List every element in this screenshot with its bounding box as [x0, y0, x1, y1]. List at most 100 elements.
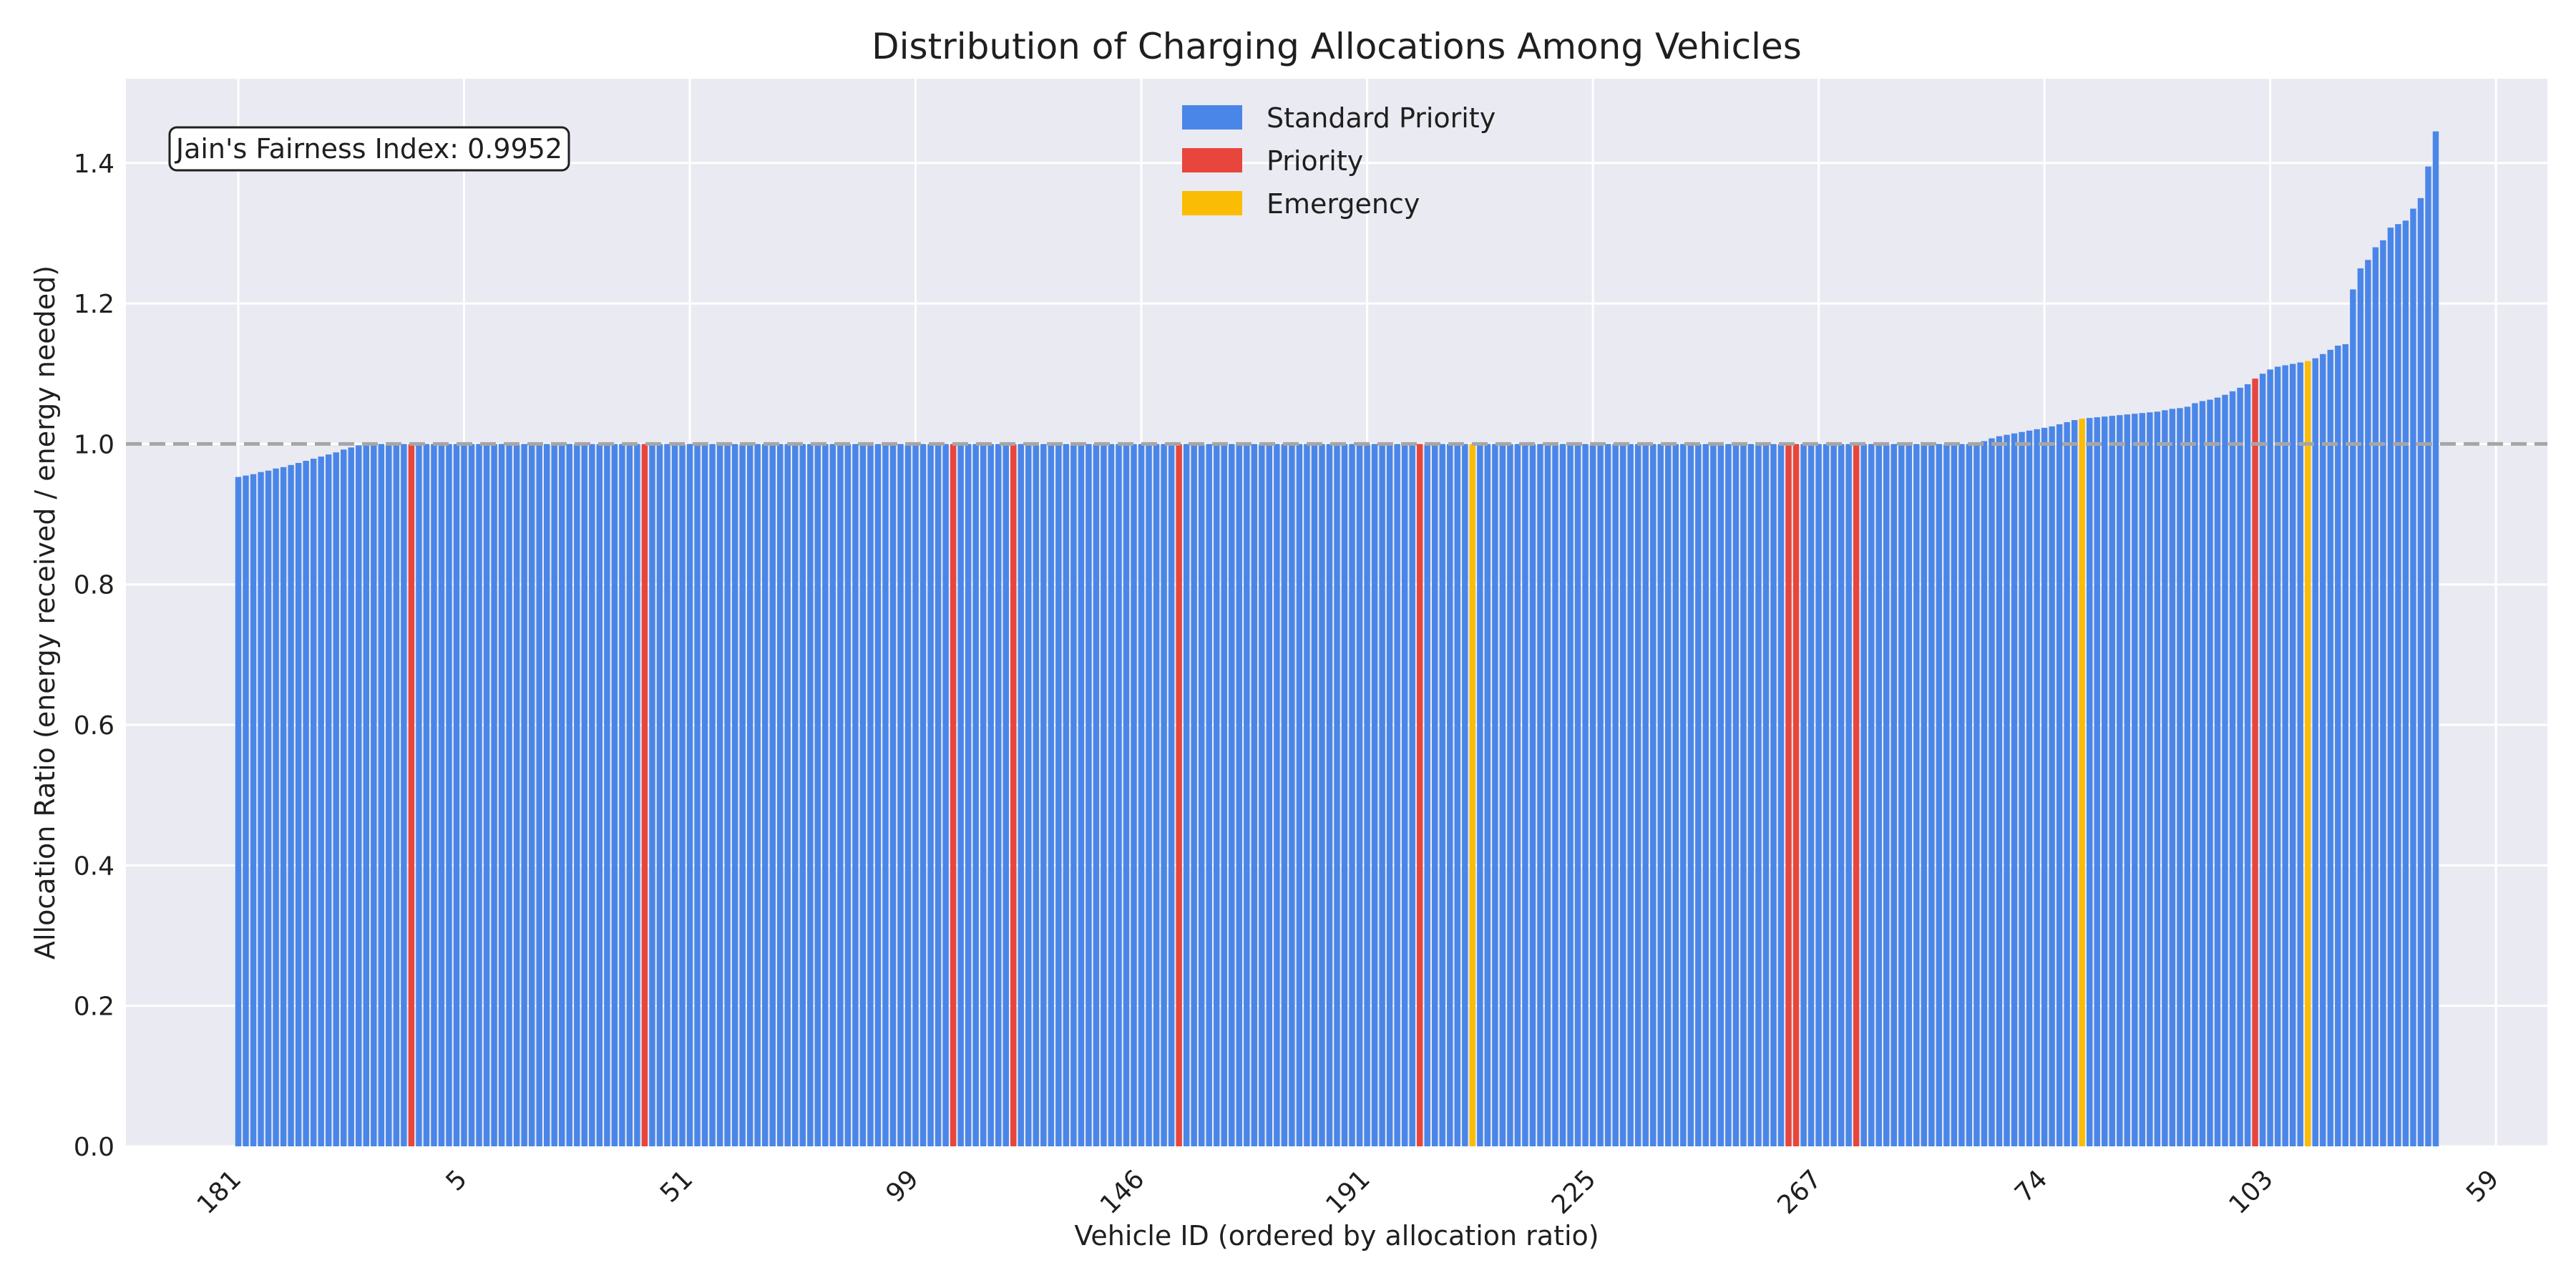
bar-standard: [1070, 444, 1077, 1146]
bar-standard: [1830, 444, 1837, 1146]
bar-standard: [250, 474, 257, 1146]
bar-standard: [1838, 444, 1845, 1146]
bar-standard: [1093, 444, 1100, 1146]
bar-standard: [1236, 444, 1242, 1146]
bar-standard: [1913, 444, 1920, 1146]
x-tick-label: 103: [2223, 1164, 2279, 1220]
bar-standard: [1717, 444, 1724, 1146]
bar-standard: [1996, 436, 2003, 1146]
bar-standard: [1432, 444, 1438, 1146]
bar-standard: [1085, 444, 1092, 1146]
x-tick-label: 74: [2009, 1164, 2053, 1208]
bar-priority: [641, 444, 648, 1146]
bar-standard: [1040, 444, 1047, 1146]
bar-standard: [356, 445, 362, 1146]
bar-standard: [649, 444, 655, 1146]
bar-standard: [1725, 444, 1732, 1146]
bar-standard: [431, 444, 437, 1146]
bar-standard: [987, 444, 994, 1146]
bar-standard: [656, 444, 663, 1146]
bar-standard: [1657, 444, 1664, 1146]
bar-standard: [1589, 444, 1596, 1146]
y-tick-label: 0.2: [74, 992, 114, 1022]
bar-standard: [341, 449, 347, 1146]
bar-standard: [1680, 444, 1687, 1146]
bar-standard: [2109, 416, 2115, 1146]
bar-standard: [2267, 369, 2273, 1146]
bar-standard: [754, 444, 761, 1146]
bar-standard: [453, 444, 460, 1146]
bar-standard: [822, 444, 829, 1146]
bar-standard: [2154, 411, 2161, 1146]
bar-standard: [2064, 421, 2070, 1146]
bar-standard: [1695, 444, 1702, 1146]
bar-standard: [416, 444, 422, 1146]
bar-standard: [1349, 444, 1355, 1146]
bar-standard: [596, 444, 603, 1146]
bar-standard: [333, 452, 339, 1146]
bar-standard: [935, 444, 942, 1146]
bar-standard: [1672, 444, 1679, 1146]
bar-standard: [1439, 444, 1445, 1146]
bar-standard: [589, 444, 595, 1146]
annotation-text: Jain's Fairness Index: 0.9952: [175, 133, 562, 165]
y-tick-label: 1.0: [74, 430, 114, 459]
bar-standard: [235, 477, 242, 1146]
bar-priority: [1416, 444, 1423, 1146]
bar-standard: [1364, 444, 1370, 1146]
bar-standard: [1567, 444, 1574, 1146]
bar-standard: [1055, 444, 1062, 1146]
bar-standard: [1627, 444, 1634, 1146]
bar-standard: [506, 444, 512, 1146]
bar-standard: [844, 444, 852, 1146]
bar-standard: [2297, 362, 2303, 1146]
bar-standard: [2124, 414, 2130, 1146]
bar-standard: [491, 444, 497, 1146]
bar-standard: [1906, 444, 1912, 1146]
bar-standard: [746, 444, 753, 1146]
bar-standard: [995, 444, 1002, 1146]
bar-standard: [566, 444, 572, 1146]
bar-standard: [265, 470, 272, 1146]
y-tick-label: 0.4: [74, 852, 114, 881]
bar-standard: [243, 475, 249, 1146]
bar-standard: [1755, 444, 1762, 1146]
bar-emergency: [2079, 419, 2085, 1146]
bar-standard: [468, 444, 475, 1146]
legend-swatch-standard: [1182, 105, 1242, 130]
bar-standard: [1974, 444, 1980, 1146]
bar-standard: [2327, 349, 2333, 1146]
bar-standard: [1447, 444, 1453, 1146]
bar-standard: [1078, 444, 1085, 1146]
bar-standard: [2425, 166, 2431, 1147]
legend-label-standard: Standard Priority: [1267, 102, 1496, 134]
bar-standard: [1492, 444, 1498, 1146]
legend-swatch-emergency: [1182, 191, 1242, 215]
x-tick-label: 191: [1320, 1164, 1376, 1220]
bar-standard: [1815, 444, 1822, 1146]
bar-standard: [1883, 444, 1890, 1146]
bar-standard: [310, 459, 317, 1146]
bar-standard: [1845, 444, 1852, 1146]
bar-standard: [1529, 444, 1536, 1146]
bar-standard: [1048, 444, 1055, 1146]
bar-standard: [852, 444, 859, 1146]
bar-standard: [1507, 444, 1513, 1146]
bar-standard: [1650, 444, 1657, 1146]
bar-standard: [2237, 387, 2243, 1146]
bar-standard: [724, 444, 731, 1146]
bar-standard: [2395, 224, 2401, 1147]
bar-standard: [559, 444, 565, 1146]
bar-standard: [1875, 444, 1882, 1146]
bar-standard: [1559, 444, 1566, 1146]
bar-standard: [1198, 444, 1205, 1146]
y-tick-label: 1.2: [74, 290, 114, 319]
bar-standard: [1619, 444, 1626, 1146]
bar-standard: [634, 444, 640, 1146]
bar-standard: [1296, 444, 1303, 1146]
bar-standard: [1191, 444, 1197, 1146]
bar-standard: [784, 444, 791, 1146]
bar-standard: [1424, 444, 1430, 1146]
bar-standard: [273, 468, 279, 1146]
bar-standard: [1146, 444, 1152, 1146]
